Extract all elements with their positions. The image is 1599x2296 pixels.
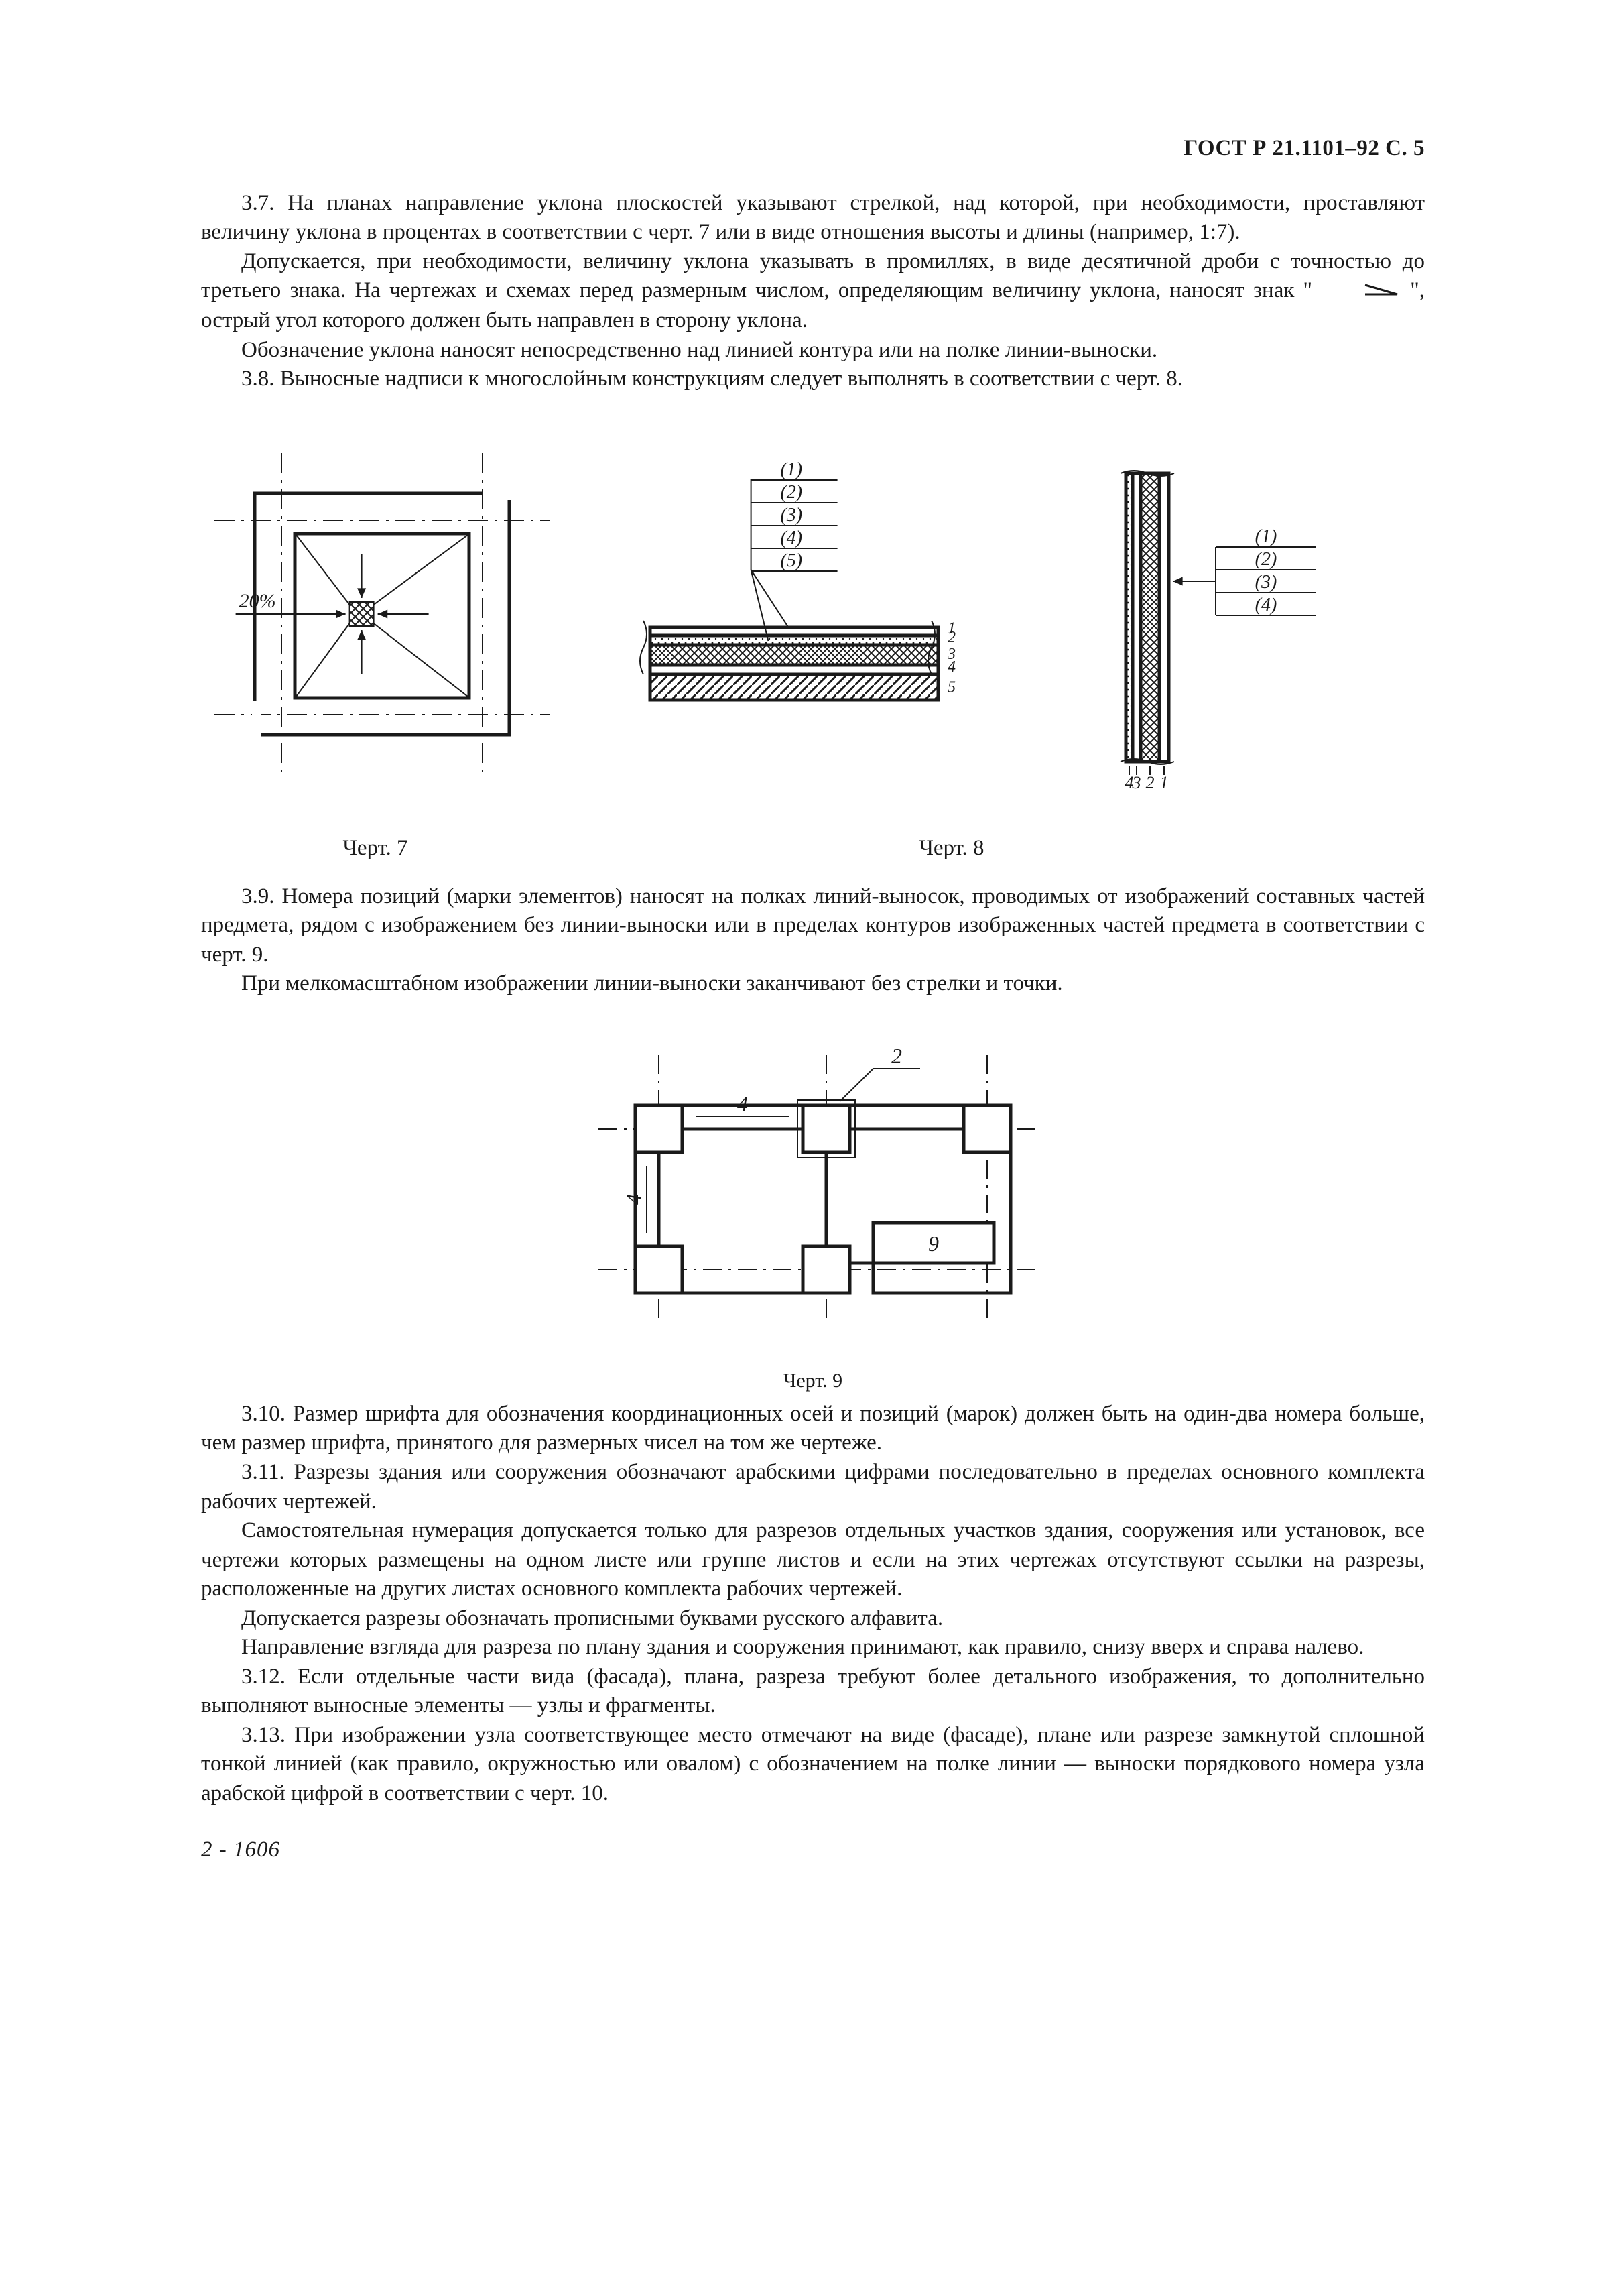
svg-text:(1): (1) [1255, 526, 1277, 547]
svg-text:(2): (2) [780, 482, 802, 503]
para-3-7-b: Допускается, при необходимости, величину… [201, 247, 1425, 336]
para-3-7-c: Обозначение уклона наносят непосредствен… [201, 336, 1425, 365]
svg-text:2: 2 [891, 1044, 902, 1068]
slope-angle-icon [1321, 278, 1401, 307]
figure-row-7-8: 20%(1)(2)(3)(4)(5)12345(1)(2)(3)(4)4321 … [201, 433, 1425, 863]
figures-7-8-svg: 20%(1)(2)(3)(4)(5)12345(1)(2)(3)(4)4321 [201, 433, 1421, 822]
para-3-7-a: 3.7. На планах направление уклона плоско… [201, 189, 1425, 247]
svg-text:(3): (3) [1255, 572, 1277, 593]
para-3-7-b-pre: Допускается, при необходимости, величину… [201, 249, 1425, 303]
para-3-11-b: Самостоятельная нумерация допускается то… [201, 1516, 1425, 1604]
para-3-11-d: Направление взгляда для разреза по плану… [201, 1633, 1425, 1663]
svg-text:5: 5 [948, 679, 956, 697]
caption-7: Черт. 7 [201, 834, 550, 863]
svg-text:4: 4 [622, 1194, 646, 1205]
para-3-9-b: При мелкомасштабном изображении линии-вы… [201, 969, 1425, 999]
para-3-11-c: Допускается разрезы обозначать прописным… [201, 1604, 1425, 1634]
caption-9: Черт. 9 [558, 1368, 1068, 1394]
para-3-13: 3.13. При изображении узла соответствующ… [201, 1721, 1425, 1809]
svg-text:20%: 20% [239, 590, 276, 612]
para-3-9-a: 3.9. Номера позиций (марки элементов) на… [201, 882, 1425, 970]
svg-text:2: 2 [948, 629, 956, 646]
figure-9-svg: 2 4 4 9 [558, 1028, 1068, 1350]
page: ГОСТ Р 21.1101–92 С. 5 3.7. На планах на… [0, 0, 1599, 2296]
svg-text:4: 4 [948, 658, 956, 676]
sheet-footer: 2 - 1606 [201, 1835, 1425, 1865]
svg-text:(3): (3) [780, 505, 802, 526]
page-header: ГОСТ Р 21.1101–92 С. 5 [201, 134, 1425, 164]
svg-text:9: 9 [928, 1231, 939, 1256]
svg-text:(1): (1) [780, 459, 802, 480]
svg-text:(4): (4) [780, 528, 802, 548]
svg-text:4: 4 [737, 1092, 748, 1116]
svg-text:3: 3 [1132, 773, 1141, 792]
svg-text:(5): (5) [780, 550, 802, 571]
svg-text:(4): (4) [1255, 595, 1277, 615]
svg-text:1: 1 [1160, 773, 1169, 792]
para-3-10: 3.10. Размер шрифта для обозначения коор… [201, 1400, 1425, 1458]
figure-9: 2 4 4 9 Черт. 9 [558, 1028, 1068, 1394]
svg-text:2: 2 [1146, 773, 1155, 792]
para-3-11-a: 3.11. Разрезы здания или сооружения обоз… [201, 1458, 1425, 1516]
caption-8: Черт. 8 [550, 834, 1354, 863]
svg-text:(2): (2) [1255, 549, 1277, 570]
para-3-8: 3.8. Выносные надписи к многослойным кон… [201, 365, 1425, 394]
para-3-12: 3.12. Если отдельные части вида (фасада)… [201, 1663, 1425, 1721]
